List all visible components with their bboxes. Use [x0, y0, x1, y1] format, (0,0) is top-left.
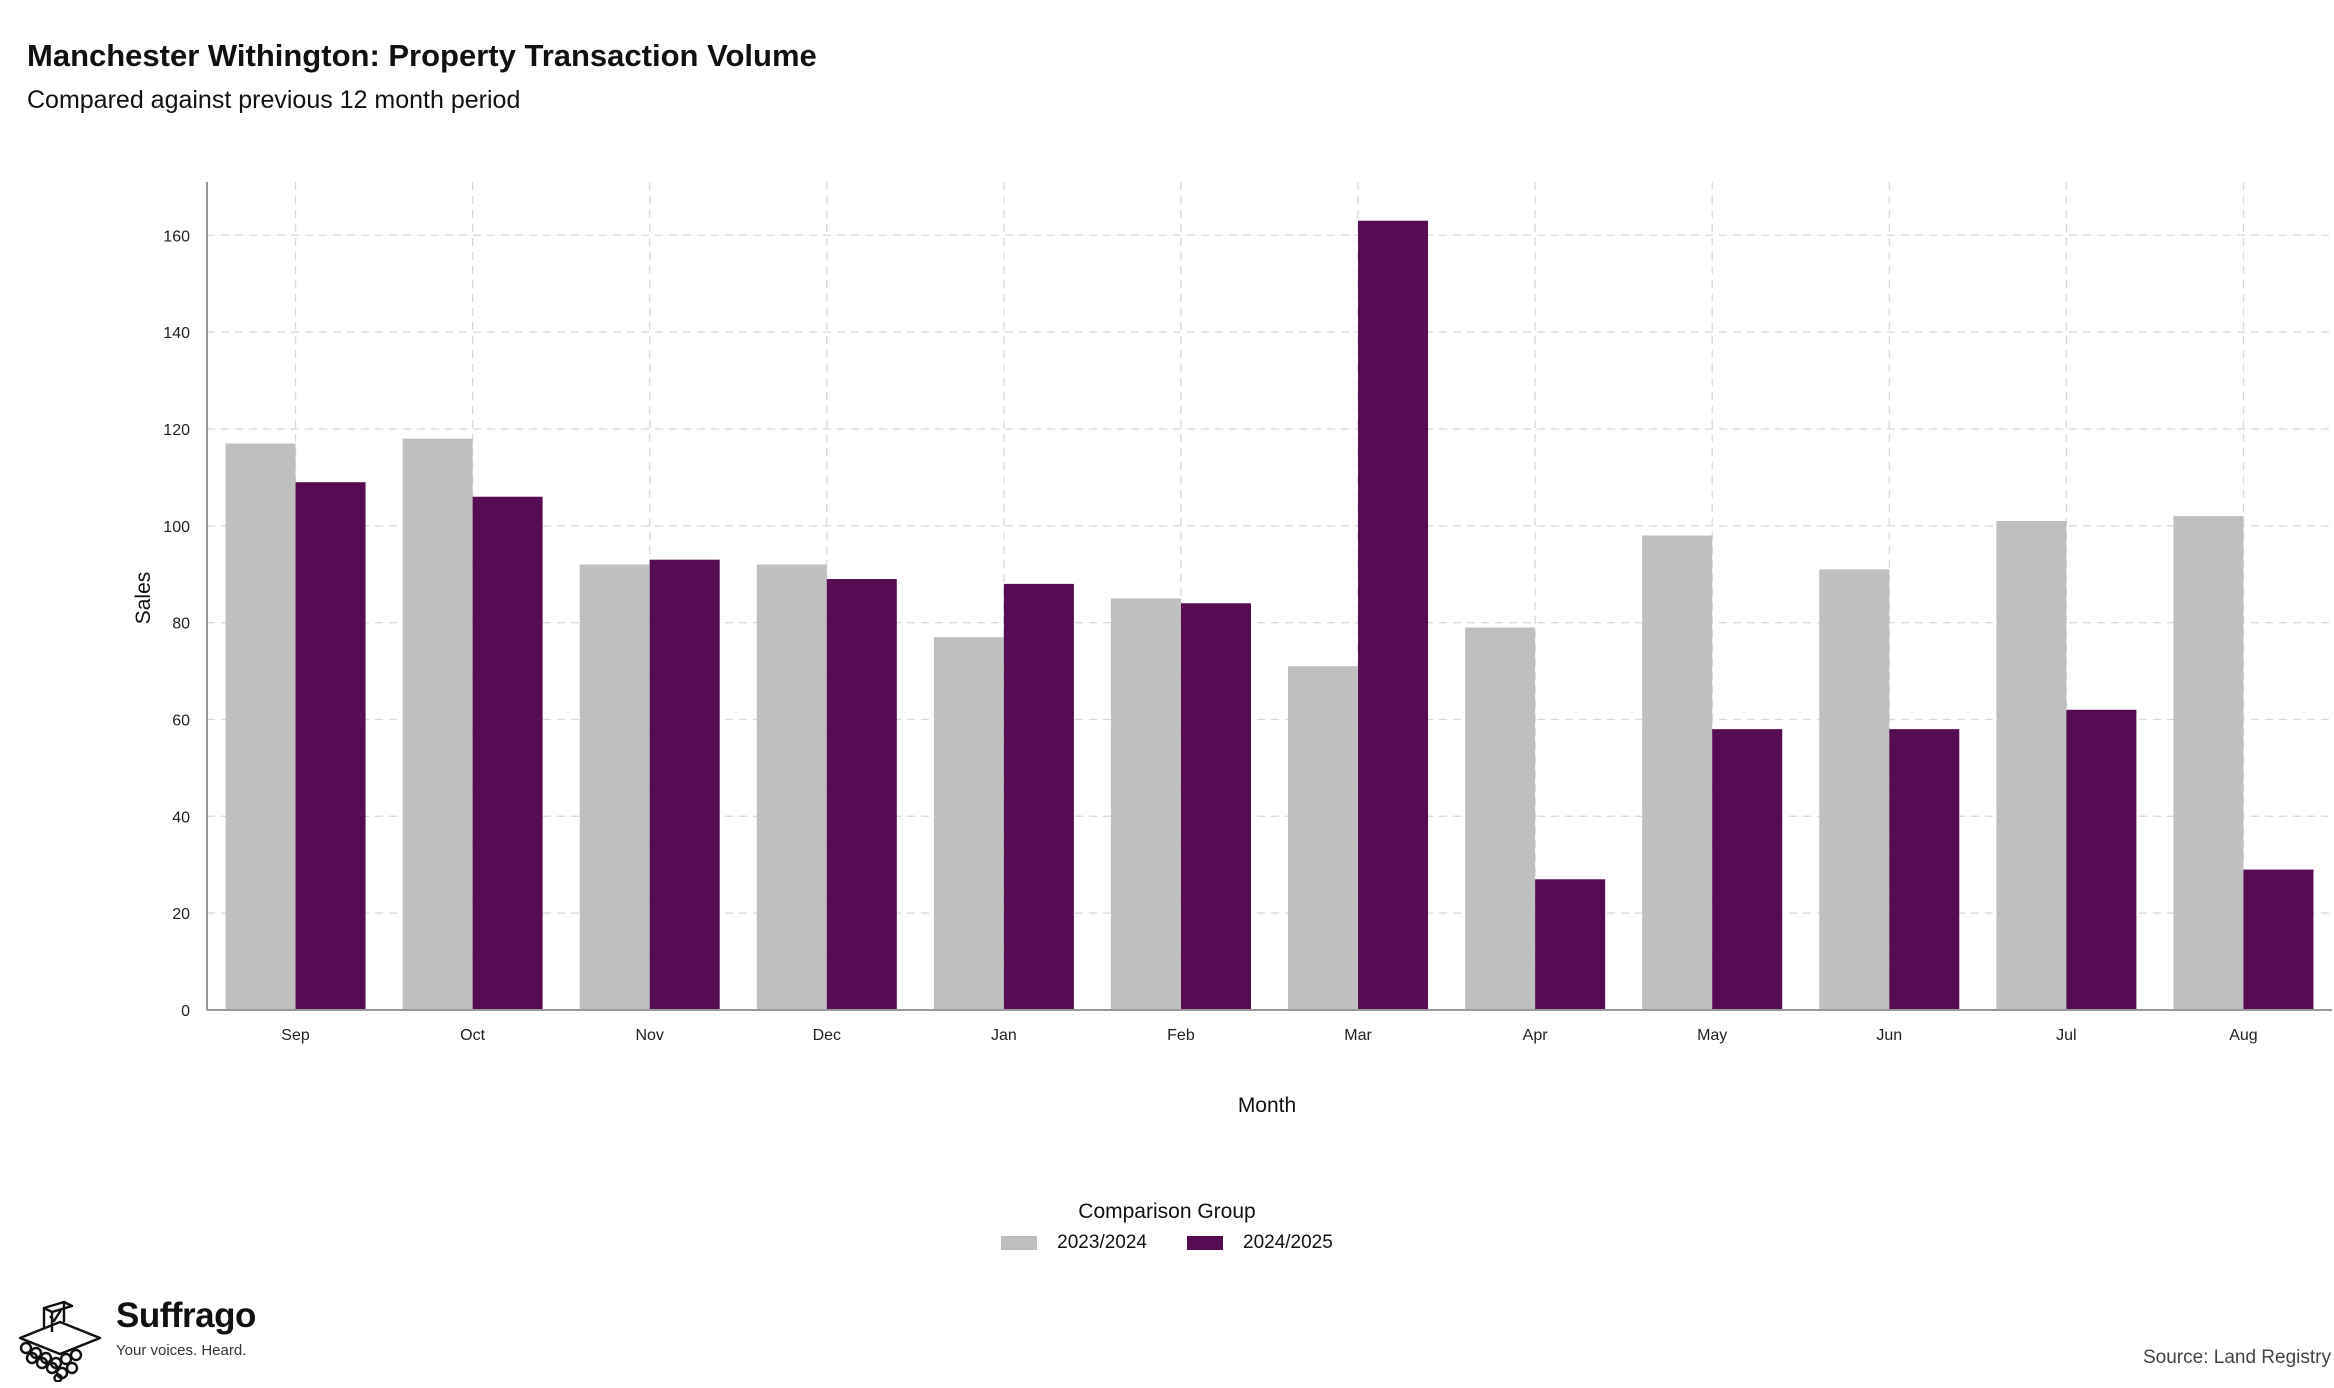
bar-2023-2024-sep [225, 443, 296, 1010]
x-tick-label: Jul [2056, 1027, 2076, 1044]
y-tick-label: 160 [163, 228, 190, 245]
y-tick-label: 20 [172, 906, 190, 923]
bar-2023-2024-apr [1465, 627, 1536, 1010]
bar-2023-2024-may [1642, 535, 1713, 1010]
ballot-box-icon [18, 1300, 102, 1382]
bar-2023-2024-jan [933, 637, 1004, 1010]
legend-label-current: 2024/2025 [1243, 1232, 1333, 1253]
y-tick-label: 40 [172, 809, 190, 826]
bar-chart: 0 20 40 60 80 100 120 140 160 Sep Oct Nov Dec Jan Feb M… [132, 182, 2332, 1117]
brand-name: Suffrago [116, 1296, 256, 1335]
bar-2024-2025-sep [295, 482, 366, 1010]
legend-title: Comparison Group [1078, 1200, 1256, 1223]
x-tick-label: Mar [1344, 1027, 1372, 1044]
legend-swatch-current [1187, 1236, 1223, 1250]
y-tick-label: 120 [163, 422, 190, 439]
x-tick-label: Oct [460, 1027, 485, 1044]
bar-2023-2024-oct [402, 438, 473, 1010]
brand-tagline: Your voices. Heard. [116, 1342, 247, 1359]
legend: Comparison Group 2023/2024 2024/2025 [0, 1200, 2334, 1254]
y-tick-label: 60 [172, 712, 190, 729]
bar-2023-2024-mar [1288, 666, 1359, 1010]
source-note: Source: Land Registry [2143, 1347, 2331, 1368]
suffrago-logo: Suffrago Your voices. Heard. [14, 1298, 256, 1382]
bar-2024-2025-dec [826, 579, 897, 1010]
bar-2024-2025-aug [2243, 869, 2314, 1010]
y-tick-label: 80 [172, 616, 190, 633]
bar-2023-2024-jun [1819, 569, 1890, 1010]
bar-2024-2025-jun [1889, 729, 1960, 1010]
y-tick-label: 140 [163, 325, 190, 342]
bar-2024-2025-apr [1535, 879, 1606, 1010]
axes: 0 20 40 60 80 100 120 140 160 Sep Oct Nov Dec Jan Feb M… [163, 182, 2332, 1044]
bars [225, 220, 2314, 1011]
x-tick-label: Sep [281, 1027, 310, 1044]
bar-2023-2024-aug [2173, 516, 2244, 1010]
x-axis-title: Month [1238, 1094, 1296, 1117]
legend-item-current: 2024/2025 [1187, 1232, 1333, 1254]
chart-title: Manchester Withington: Property Transact… [27, 38, 817, 73]
chart-subtitle: Compared against previous 12 month perio… [27, 86, 521, 114]
bar-2024-2025-may [1712, 729, 1783, 1010]
legend-item-previous: 2023/2024 [1001, 1232, 1147, 1254]
bar-2024-2025-mar [1358, 220, 1429, 1011]
y-axis-title: Sales [132, 572, 155, 625]
x-tick-label: Aug [2229, 1027, 2257, 1044]
bar-2024-2025-jul [2066, 709, 2137, 1010]
x-tick-label: Apr [1523, 1027, 1549, 1044]
legend-swatch-previous [1001, 1236, 1038, 1250]
bar-2024-2025-feb [1180, 603, 1251, 1010]
x-tick-label: Feb [1167, 1027, 1195, 1044]
bar-2023-2024-feb [1110, 598, 1181, 1010]
bar-2023-2024-jul [1996, 520, 2067, 1010]
x-tick-label: Jan [991, 1027, 1017, 1044]
bar-2023-2024-dec [756, 564, 827, 1010]
legend-label-previous: 2023/2024 [1057, 1232, 1147, 1253]
x-tick-label: May [1697, 1027, 1727, 1044]
y-tick-label: 100 [163, 519, 190, 536]
bar-2023-2024-nov [579, 564, 650, 1010]
x-tick-label: Jun [1876, 1027, 1902, 1044]
bar-2024-2025-nov [649, 559, 720, 1010]
y-tick-label: 0 [181, 1003, 190, 1020]
x-tick-label: Dec [813, 1027, 841, 1044]
bar-2024-2025-oct [472, 496, 543, 1011]
bar-2024-2025-jan [1003, 583, 1074, 1010]
x-tick-label: Nov [635, 1027, 663, 1044]
